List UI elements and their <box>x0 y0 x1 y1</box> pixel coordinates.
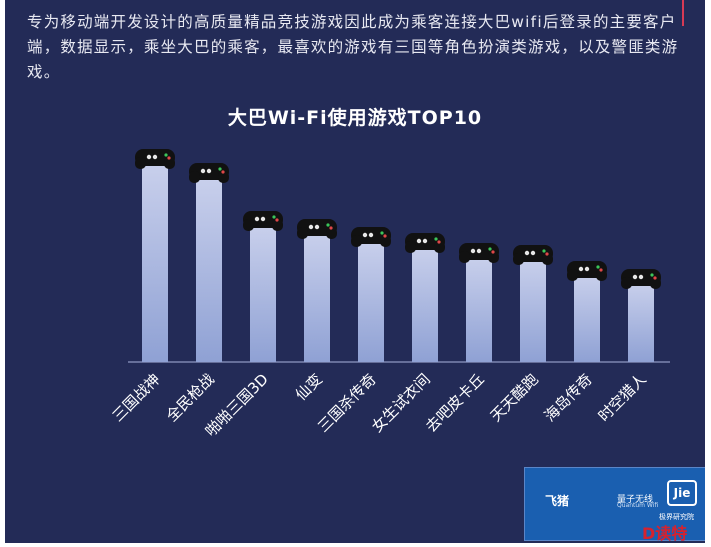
sponsor-logos: 飞猪 量子无线 Quantum Wifi Jie 极界研究院 <box>524 467 705 541</box>
bar-5 <box>358 240 384 362</box>
category-label: 时空猎人 <box>595 370 650 425</box>
watermark-logo: D读特 <box>642 524 688 543</box>
gamepad-icon <box>297 219 337 239</box>
infographic-panel: 专为移动端开发设计的高质量精品竞技游戏因此成为乘客连接大巴wifi后登录的主要客… <box>5 0 705 543</box>
category-label: 全民枪战 <box>163 370 218 425</box>
bar-3 <box>250 224 276 362</box>
bar-4 <box>304 232 330 362</box>
bar-9 <box>574 274 600 362</box>
gamepad-icon <box>513 245 553 265</box>
brand-feizhu-logo: 飞猪 <box>545 494 570 508</box>
category-label: 仙变 <box>292 370 326 404</box>
red-marker <box>682 0 684 26</box>
gamepad-icon <box>405 233 445 253</box>
gamepad-icon <box>243 211 283 231</box>
category-label: 海岛传奇 <box>541 370 596 425</box>
gamepad-icon <box>351 227 391 247</box>
category-label: 去吧皮卡丘 <box>422 370 488 436</box>
bar-6 <box>412 246 438 362</box>
gamepad-icon <box>567 261 607 281</box>
bar-10 <box>628 282 654 362</box>
bar-7 <box>466 256 492 362</box>
brand-jie-sub: 极界研究院 <box>659 513 694 521</box>
brand-jie-logo: Jie <box>667 480 697 506</box>
gamepad-icon <box>621 269 661 289</box>
gamepad-icon <box>459 243 499 263</box>
bar-1 <box>142 162 168 362</box>
category-label: 三国战神 <box>109 370 164 425</box>
category-label: 天天酷跑 <box>487 370 542 425</box>
bar-2 <box>196 176 222 362</box>
chart-title: 大巴Wi-Fi使用游戏TOP10 <box>227 107 483 129</box>
brand-quantum-en: Quantum Wifi <box>617 502 659 509</box>
bar-8 <box>520 258 546 362</box>
gamepad-icon <box>189 163 229 183</box>
intro-paragraph: 专为移动端开发设计的高质量精品竞技游戏因此成为乘客连接大巴wifi后登录的主要客… <box>27 13 679 81</box>
gamepad-icon <box>135 149 175 169</box>
brand-quantum-logo: 量子无线 <box>617 495 654 505</box>
